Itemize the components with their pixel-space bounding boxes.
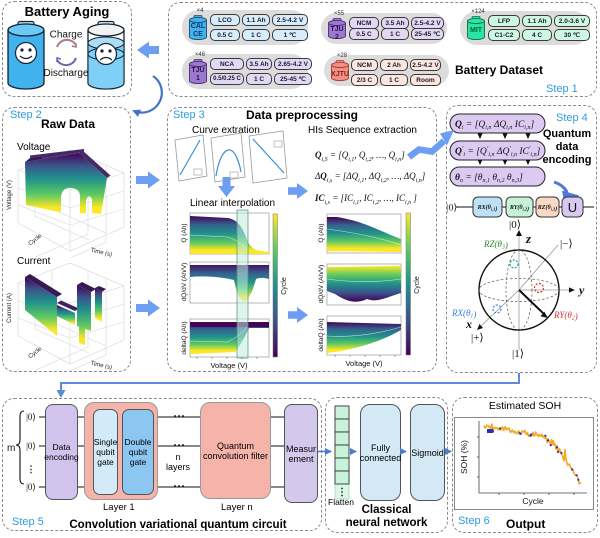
svg-text:x: x (465, 317, 472, 331)
svg-text:⋮: ⋮ (337, 487, 347, 498)
svg-text:Q (Ah): Q (Ah) (318, 223, 325, 242)
svg-text:|0⟩: |0⟩ (26, 482, 36, 492)
svg-text:|+⟩: |+⟩ (471, 332, 484, 344)
svg-text:|1⟩: |1⟩ (512, 348, 524, 360)
svg-text:TJU: TJU (330, 26, 343, 33)
svg-text:⋮: ⋮ (27, 464, 36, 474)
svg-text:Cycle: Cycle (28, 233, 44, 247)
svg-text:RY(θi,2): RY(θi,2) (509, 204, 529, 213)
svg-text:RY(θ2): RY(θ2) (553, 310, 578, 322)
svg-text:Voltage (V): Voltage (V) (345, 359, 383, 368)
svg-text:1: 1 (196, 75, 200, 82)
svg-text:z: z (525, 231, 532, 246)
svg-text:Time (s): Time (s) (90, 361, 113, 372)
svg-text:Charge: Charge (50, 30, 83, 41)
svg-text:deltaQ (Ah): deltaQ (Ah) (181, 321, 188, 354)
svg-text:|0⟩: |0⟩ (447, 203, 458, 214)
svg-text:2: 2 (335, 34, 339, 41)
svg-text:Current (A): Current (A) (7, 293, 13, 323)
svg-text:U: U (568, 200, 577, 215)
svg-text:RX(θ1): RX(θ1) (451, 308, 476, 320)
svg-text:θn = [θn,1 θn,2 θn,3]: θn = [θn,1 θn,2 θn,3] (455, 173, 523, 184)
svg-text:RZ(θi,3): RZ(θi,3) (537, 204, 557, 213)
svg-text:y: y (577, 283, 585, 297)
svg-text:TJU: TJU (191, 67, 204, 74)
svg-text:RX(θi,1): RX(θi,1) (477, 204, 498, 213)
svg-text:Time (s): Time (s) (90, 248, 113, 259)
svg-text:⋯: ⋯ (173, 479, 185, 493)
svg-text:Voltage (V): Voltage (V) (7, 180, 13, 210)
svg-text:Cycle: Cycle (281, 277, 288, 295)
svg-text:CE: CE (193, 31, 203, 38)
svg-text:dQ/dV (Ah/V): dQ/dV (Ah/V) (318, 265, 325, 304)
svg-text:XJTU: XJTU (331, 71, 349, 78)
svg-text:|−⟩: |−⟩ (560, 238, 573, 250)
svg-text:⋯: ⋯ (173, 438, 185, 452)
svg-text:Qi = [Qi,n ΔQi,n ICi,n]: Qi = [Qi,n ΔQi,n ICi,n] (455, 120, 534, 131)
svg-text:CAL: CAL (191, 23, 206, 30)
svg-text:|0⟩: |0⟩ (26, 412, 36, 422)
svg-text:Cycle: Cycle (414, 276, 421, 294)
svg-text:deltaQ (Ah): deltaQ (Ah) (318, 318, 325, 351)
svg-text:Cycle: Cycle (28, 346, 44, 360)
svg-text:Q′i = [Q′i,n ΔQ′i,n IC′i,n]: Q′i = [Q′i,n ΔQ′i,n IC′i,n] (455, 145, 541, 158)
svg-text:Voltage (V): Voltage (V) (210, 361, 248, 370)
svg-text:⋯: ⋯ (173, 409, 185, 423)
svg-text:Cycle: Cycle (522, 496, 544, 506)
svg-text:SOH (%): SOH (%) (459, 440, 469, 474)
svg-text:MIT: MIT (470, 27, 483, 34)
svg-text:m: m (7, 443, 15, 454)
svg-text:Discharge: Discharge (43, 68, 88, 79)
svg-text:dQ/dV (Ah/V): dQ/dV (Ah/V) (181, 263, 188, 302)
svg-text:RZ(θ3): RZ(θ3) (483, 239, 508, 251)
svg-text:|0⟩: |0⟩ (26, 441, 36, 451)
svg-text:|0⟩: |0⟩ (509, 219, 521, 231)
svg-text:Q (Ah): Q (Ah) (181, 223, 188, 242)
